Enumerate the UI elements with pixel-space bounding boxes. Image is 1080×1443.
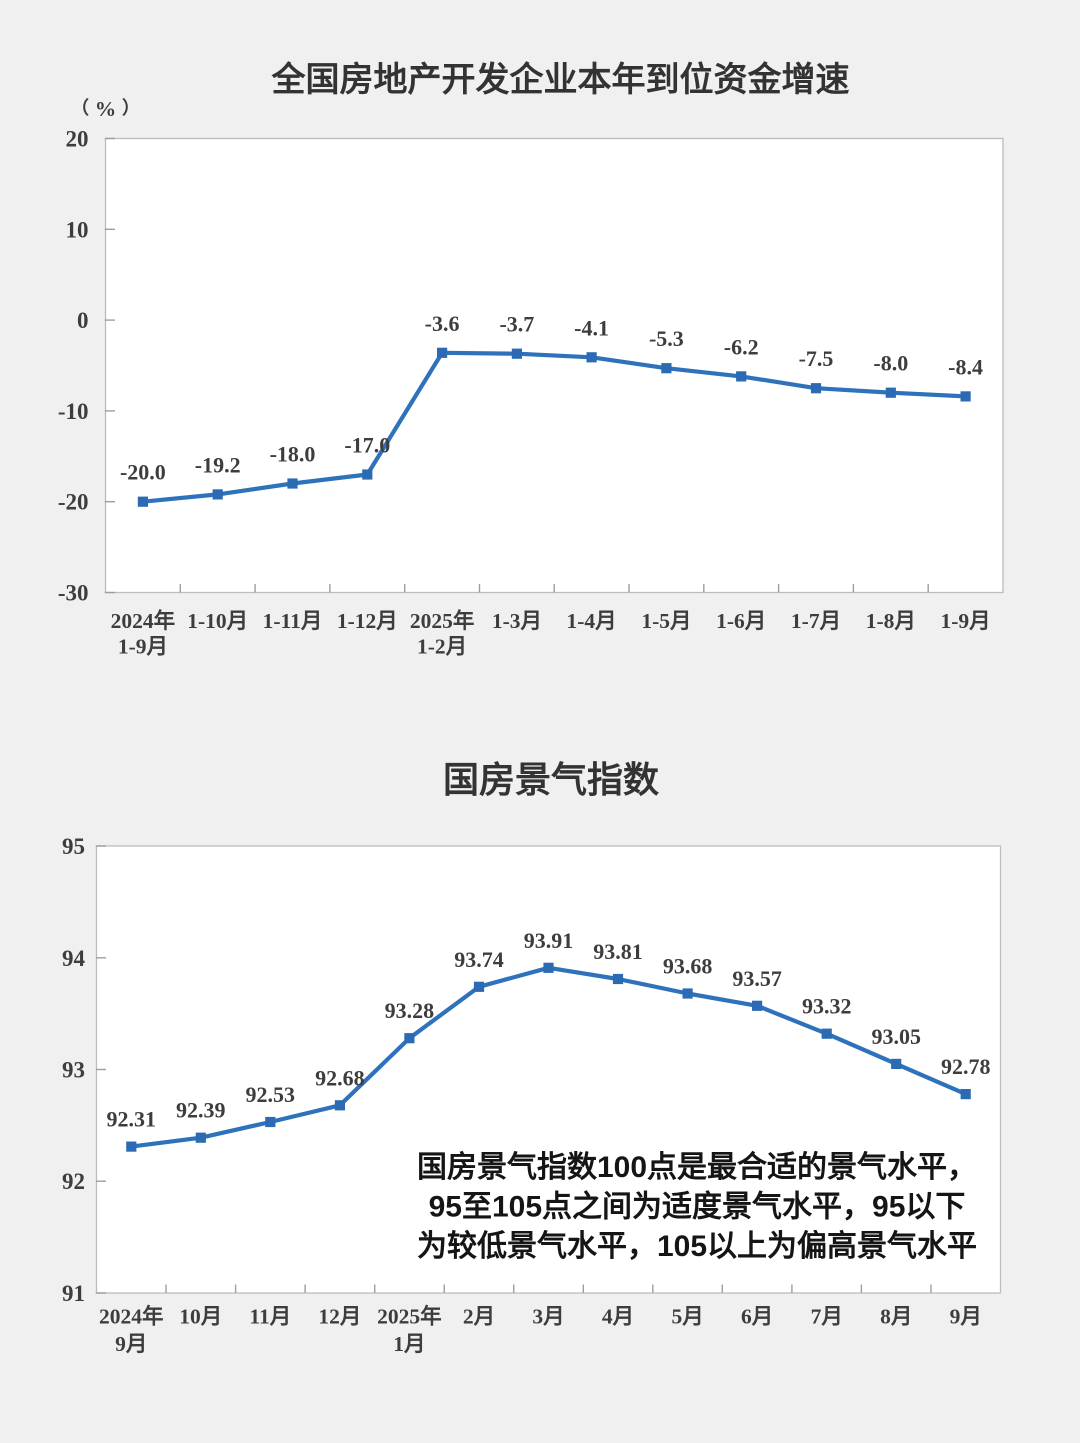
svg-text:8月: 8月	[880, 1305, 912, 1329]
svg-text:%: %	[95, 97, 117, 121]
svg-text:1-11月: 1-11月	[263, 609, 323, 633]
svg-text:1-8月: 1-8月	[866, 609, 916, 633]
svg-text:2025年: 2025年	[410, 608, 475, 633]
svg-text:6月: 6月	[741, 1305, 773, 1329]
svg-text:-17.0: -17.0	[344, 433, 390, 458]
svg-text:-20: -20	[58, 490, 89, 515]
svg-text:1-4月: 1-4月	[567, 609, 617, 633]
svg-text:9月: 9月	[115, 1332, 147, 1356]
svg-text:1-2月: 1-2月	[417, 635, 467, 659]
svg-text:95: 95	[62, 834, 85, 859]
svg-text:-7.5: -7.5	[799, 346, 834, 371]
svg-text:0: 0	[77, 308, 89, 333]
svg-text:1-7月: 1-7月	[791, 609, 841, 633]
svg-text:-4.1: -4.1	[574, 315, 609, 340]
svg-text:-6.2: -6.2	[724, 334, 759, 359]
svg-text:92.31: 92.31	[107, 1107, 157, 1132]
svg-text:-20.0: -20.0	[120, 460, 166, 485]
svg-text:93.32: 93.32	[802, 994, 852, 1019]
svg-text:92.68: 92.68	[315, 1065, 365, 1090]
svg-text:全国房地产开发企业本年到位资金增速: 全国房地产开发企业本年到位资金增速	[271, 60, 850, 99]
svg-text:2月: 2月	[463, 1305, 495, 1329]
svg-text:（: （	[71, 98, 89, 118]
svg-text:-8.4: -8.4	[948, 354, 983, 379]
svg-text:-3.6: -3.6	[425, 311, 460, 336]
svg-text:）: ）	[122, 98, 140, 118]
svg-text:94: 94	[62, 946, 86, 971]
svg-text:2025年: 2025年	[377, 1304, 442, 1329]
svg-text:92.78: 92.78	[941, 1054, 991, 1079]
svg-text:20: 20	[66, 127, 89, 152]
svg-text:7月: 7月	[811, 1305, 843, 1329]
svg-text:1-12月: 1-12月	[337, 609, 398, 633]
svg-text:1-5月: 1-5月	[641, 609, 691, 633]
svg-text:93.81: 93.81	[593, 939, 643, 964]
svg-text:-10: -10	[58, 399, 89, 424]
svg-text:12月: 12月	[318, 1305, 361, 1329]
svg-text:10月: 10月	[179, 1305, 222, 1329]
svg-text:2024年: 2024年	[111, 608, 176, 633]
svg-text:4月: 4月	[602, 1305, 634, 1329]
svg-text:国房景气指数100点是最合适的景气水平，: 国房景气指数100点是最合适的景气水平，	[417, 1150, 977, 1184]
svg-text:1-3月: 1-3月	[492, 609, 542, 633]
svg-text:11月: 11月	[249, 1305, 291, 1329]
svg-text:93.28: 93.28	[385, 998, 435, 1023]
svg-text:-18.0: -18.0	[270, 442, 316, 467]
svg-text:1-6月: 1-6月	[716, 609, 766, 633]
svg-text:2024年: 2024年	[99, 1304, 164, 1329]
svg-text:-3.7: -3.7	[499, 312, 534, 337]
svg-text:93.57: 93.57	[732, 966, 782, 991]
svg-text:10: 10	[66, 217, 89, 242]
svg-text:1-9月: 1-9月	[118, 635, 168, 659]
svg-text:1-9月: 1-9月	[941, 609, 991, 633]
svg-text:93: 93	[62, 1058, 85, 1083]
svg-text:93.68: 93.68	[663, 954, 713, 979]
svg-text:93.91: 93.91	[524, 928, 574, 953]
svg-text:91: 91	[62, 1281, 85, 1306]
svg-text:-8.0: -8.0	[873, 351, 908, 376]
svg-text:为较低景气水平，105以上为偏高景气水平: 为较低景气水平，105以上为偏高景气水平	[417, 1229, 977, 1263]
svg-text:95至105点之间为适度景气水平，95以下: 95至105点之间为适度景气水平，95以下	[429, 1190, 966, 1224]
svg-text:国房景气指数: 国房景气指数	[443, 759, 659, 800]
svg-text:1月: 1月	[393, 1332, 425, 1356]
svg-text:5月: 5月	[671, 1305, 703, 1329]
svg-text:1-10月: 1-10月	[187, 609, 248, 633]
svg-text:9月: 9月	[950, 1305, 982, 1329]
svg-text:93.05: 93.05	[871, 1024, 921, 1049]
svg-text:-19.2: -19.2	[195, 452, 241, 477]
svg-text:92: 92	[62, 1169, 85, 1194]
svg-text:92.53: 92.53	[246, 1082, 296, 1107]
svg-text:-30: -30	[58, 581, 89, 606]
svg-text:93.74: 93.74	[454, 947, 504, 972]
svg-text:-5.3: -5.3	[649, 326, 684, 351]
svg-text:92.39: 92.39	[176, 1098, 226, 1123]
svg-text:3月: 3月	[532, 1305, 564, 1329]
